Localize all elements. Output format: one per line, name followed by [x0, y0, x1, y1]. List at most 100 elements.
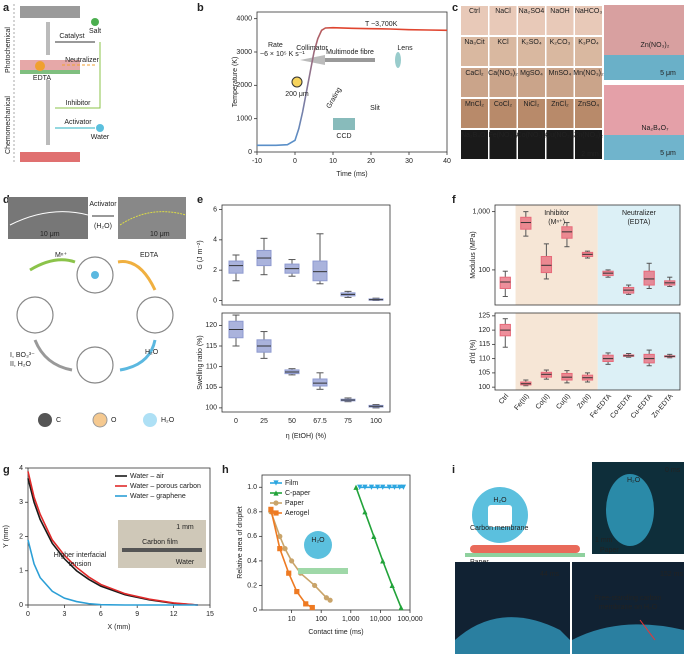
y-tick-label: 0	[248, 149, 252, 156]
marker	[397, 484, 403, 490]
marker	[303, 601, 309, 607]
y-tick-label: 0.2	[247, 582, 257, 589]
legend-marker	[273, 510, 279, 516]
y-axis-label: Relative area of droplet	[237, 506, 244, 578]
y-axis-label: Y (mm)	[3, 525, 10, 548]
micrograph	[118, 197, 186, 239]
marker	[357, 484, 363, 490]
sample	[291, 76, 303, 88]
panel-label: a	[3, 2, 10, 14]
y-tick-label: 0	[213, 297, 217, 304]
annotation: Water	[176, 559, 195, 566]
series-line	[257, 26, 448, 147]
legend-label: O	[111, 417, 117, 424]
panel-i: H₂O Carbon membrane Paper H₂O 0 ms 1 mm …	[455, 462, 684, 654]
legend-label: Water – air	[130, 473, 165, 480]
x-tick-label: 75	[344, 418, 352, 425]
salt-label: MnSO₄	[549, 70, 572, 77]
series-line	[27, 471, 198, 606]
plot-frame	[221, 204, 391, 306]
y-axis-label: Modulus (MPa)	[470, 231, 477, 278]
label: H₂O	[493, 497, 507, 504]
x-axis-label: Contact time (ms)	[308, 629, 363, 636]
salt-label: Zn(NO₃)₂	[574, 132, 603, 139]
annotation: Neutralizer	[622, 210, 657, 217]
y-tick-label: 4	[213, 237, 217, 244]
legend-marker	[92, 412, 108, 428]
x-tick-label: 0	[293, 158, 297, 165]
y-tick-label: 125	[478, 313, 490, 320]
scale-label: 10 μm	[40, 231, 60, 238]
box	[561, 226, 573, 239]
plot-frame	[494, 204, 681, 306]
y-tick-label: 4	[19, 465, 23, 472]
legend-label: C-paper	[285, 490, 311, 497]
label: II, H₂O	[10, 361, 32, 368]
paper	[465, 553, 585, 557]
annotation: T ~3,700K	[365, 21, 398, 28]
thumbnail	[518, 68, 545, 97]
thumbnail	[518, 99, 545, 128]
marker	[286, 570, 292, 576]
marker	[277, 533, 283, 539]
legend-label: Aerogel	[285, 510, 310, 517]
legend-label: Paper	[285, 500, 304, 507]
thumbnail	[461, 68, 488, 97]
label: (H₂O)	[94, 223, 112, 230]
y-tick-label: 4000	[236, 16, 252, 23]
y-tick-label: 0.6	[247, 533, 257, 540]
salt-label: Na₃Cit	[464, 39, 484, 46]
salt-label: Ctrl	[469, 8, 480, 15]
annotation: tension	[69, 561, 92, 568]
icon	[35, 61, 45, 71]
arrow	[639, 619, 656, 641]
arrow	[119, 339, 157, 372]
inset-photo	[118, 520, 206, 568]
region	[597, 205, 680, 305]
salt-label: NaHCO₃	[575, 8, 603, 15]
annotation: 1 mm	[176, 524, 194, 531]
molecule	[76, 346, 114, 384]
icon	[96, 124, 104, 132]
scale-label: 10 μm	[150, 231, 170, 238]
thumbnail	[461, 130, 488, 159]
x-tick-label: 0	[26, 611, 30, 618]
x-tick-label: Zn(II)	[576, 393, 592, 410]
label: Carbon membrane	[470, 525, 528, 532]
marker	[323, 595, 330, 601]
salt-label: Co(NO₃)₂	[517, 132, 547, 139]
micrograph	[8, 197, 88, 239]
y-tick-label: 0	[253, 607, 257, 614]
panel-label: b	[197, 2, 204, 14]
label: Inhibitor	[66, 100, 92, 107]
y-tick-label: 105	[205, 384, 217, 391]
x-tick-label: 67.5	[313, 418, 327, 425]
label: Catalyst	[59, 33, 84, 40]
x-tick-label: Fe(III)	[513, 393, 530, 412]
annotation: Inhibitor	[544, 210, 570, 217]
x-tick-label: -10	[252, 158, 262, 165]
thumbnail	[489, 99, 517, 128]
salt-label: Fe(NO₃)₃	[488, 132, 517, 139]
label: Mⁿ⁺	[55, 252, 67, 259]
note: Free-standing carbon	[595, 595, 662, 602]
salt-label: K₃PO₄	[578, 39, 599, 46]
marker	[362, 509, 368, 515]
salt-label: ZnSO₄	[578, 101, 599, 108]
note: membrane on H₂O	[599, 604, 658, 611]
thumbnail	[489, 68, 517, 97]
annotation: Rate	[268, 42, 283, 49]
region	[597, 313, 680, 390]
crack	[9, 211, 89, 226]
salt-label: MnCl₂	[465, 101, 484, 108]
salt-label: Na₂SO4	[519, 8, 545, 15]
y-tick-label: 3000	[236, 49, 252, 56]
arrow	[29, 258, 76, 272]
arrow	[55, 42, 101, 109]
box	[499, 276, 511, 289]
x-axis-label: η (EtOH) (%)	[286, 433, 326, 440]
marker	[289, 558, 295, 564]
annotation: Higher interfacial	[54, 552, 107, 559]
arrow	[117, 260, 157, 291]
thumbnail	[546, 37, 574, 66]
